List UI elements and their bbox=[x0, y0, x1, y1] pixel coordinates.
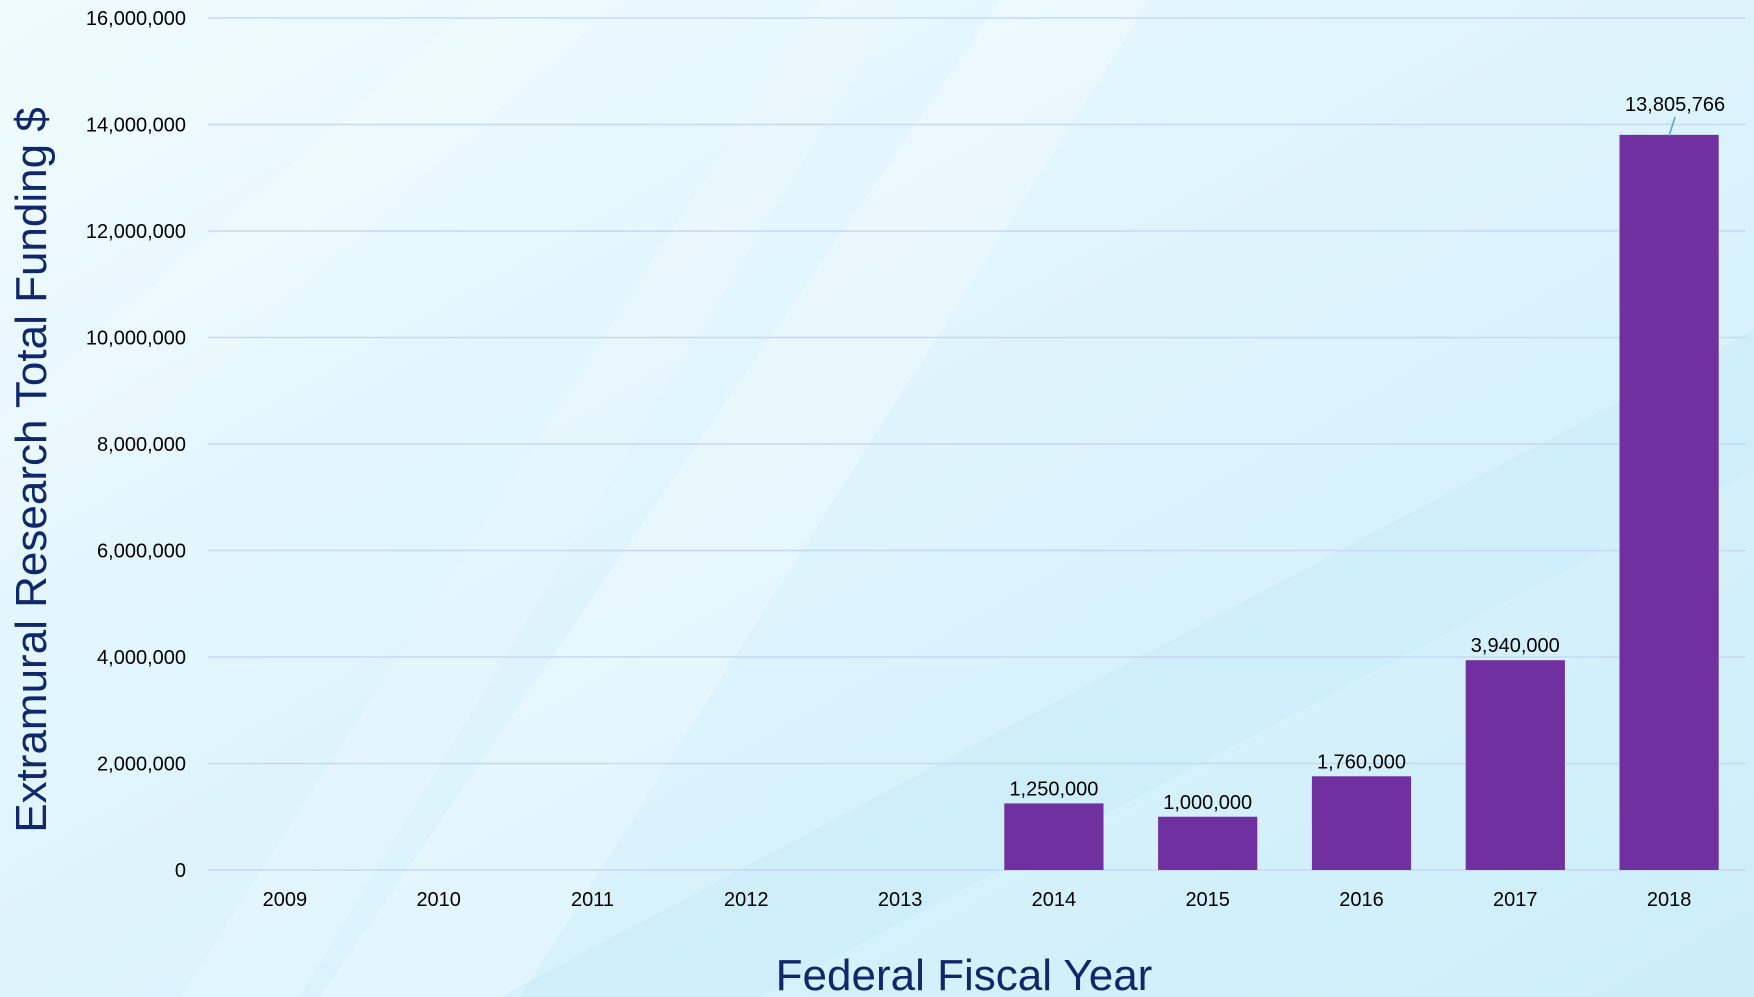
x-tick-label-2012: 2012 bbox=[724, 889, 769, 911]
x-tick-label-2009: 2009 bbox=[263, 889, 308, 911]
x-tick-label-2016: 2016 bbox=[1339, 889, 1384, 911]
y-tick-label: 10,000,000 bbox=[86, 328, 186, 350]
x-tick-label-2017: 2017 bbox=[1493, 889, 1538, 911]
x-axis-title: Federal Fiscal Year bbox=[776, 951, 1153, 997]
bar-2018 bbox=[1619, 134, 1719, 870]
bar-2016 bbox=[1311, 776, 1412, 870]
bar-2015 bbox=[1158, 816, 1258, 870]
y-tick-label: 12,000,000 bbox=[86, 221, 186, 243]
gridlines bbox=[208, 17, 1746, 871]
y-tick-label: 8,000,000 bbox=[97, 434, 186, 456]
bar-2017 bbox=[1465, 660, 1565, 870]
x-tick-label-2015: 2015 bbox=[1185, 889, 1230, 911]
x-tick-label-2010: 2010 bbox=[416, 889, 461, 911]
bar-2014 bbox=[1004, 803, 1104, 870]
background-blue-band bbox=[500, 330, 1754, 997]
x-tick-label-2011: 2011 bbox=[571, 889, 614, 911]
y-tick-label: 14,000,000 bbox=[86, 115, 186, 137]
x-tick-label-2014: 2014 bbox=[1032, 889, 1077, 911]
y-tick-label: 4,000,000 bbox=[97, 647, 186, 669]
y-tick-label: 6,000,000 bbox=[97, 541, 186, 563]
data-label-2015: 1,000,000 bbox=[1163, 792, 1252, 814]
y-axis-ticks: 0 2,000,000 4,000,000 6,000,000 8,000,000 10,… bbox=[86, 8, 186, 882]
x-tick-label-2013: 2013 bbox=[878, 889, 923, 911]
y-tick-label: 2,000,000 bbox=[97, 754, 186, 776]
background-light-band bbox=[180, 0, 900, 997]
data-label-2014: 1,250,000 bbox=[1009, 778, 1098, 800]
background-light-band bbox=[0, 0, 620, 560]
data-label-2018: 13,805,766 bbox=[1625, 94, 1725, 116]
data-label-2017: 3,940,000 bbox=[1471, 635, 1560, 657]
background-light-band bbox=[320, 0, 1150, 997]
data-label-leaders bbox=[1668, 116, 1676, 137]
x-axis-ticks: 2009 2010 2011 2012 2013 2014 2015 2016 2017 2018 bbox=[263, 889, 1692, 911]
x-tick-label-2018: 2018 bbox=[1647, 889, 1692, 911]
data-labels: 1,250,000 1,000,000 1,760,000 3,940,000 13,8… bbox=[1009, 94, 1725, 814]
y-tick-label: 0 bbox=[175, 860, 186, 882]
y-axis-title: Extramural Research Total Funding $ bbox=[7, 107, 56, 833]
y-tick-label: 16,000,000 bbox=[86, 8, 186, 30]
data-label-leader bbox=[1668, 116, 1676, 137]
bars bbox=[1004, 134, 1719, 870]
data-label-2016: 1,760,000 bbox=[1317, 751, 1406, 773]
